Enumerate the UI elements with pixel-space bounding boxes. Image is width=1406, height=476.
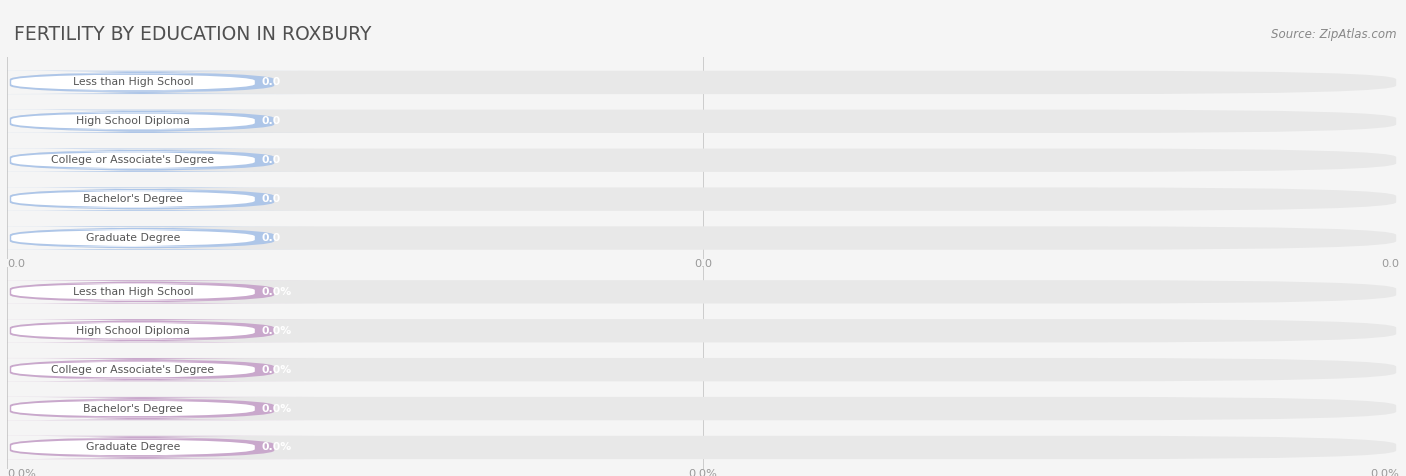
Text: 0.0%: 0.0% bbox=[1369, 469, 1399, 476]
FancyBboxPatch shape bbox=[10, 280, 1396, 304]
Text: 0.0: 0.0 bbox=[262, 233, 281, 243]
FancyBboxPatch shape bbox=[10, 436, 1396, 459]
Text: 0.0%: 0.0% bbox=[262, 326, 292, 336]
FancyBboxPatch shape bbox=[4, 112, 262, 130]
Text: Less than High School: Less than High School bbox=[73, 287, 193, 297]
Text: College or Associate's Degree: College or Associate's Degree bbox=[52, 155, 215, 165]
Text: 0.0%: 0.0% bbox=[262, 365, 292, 375]
FancyBboxPatch shape bbox=[0, 109, 316, 133]
Text: Source: ZipAtlas.com: Source: ZipAtlas.com bbox=[1271, 28, 1396, 41]
Text: Graduate Degree: Graduate Degree bbox=[86, 233, 180, 243]
FancyBboxPatch shape bbox=[10, 397, 1396, 420]
Text: 0.0: 0.0 bbox=[1381, 259, 1399, 269]
Text: Less than High School: Less than High School bbox=[73, 78, 193, 88]
FancyBboxPatch shape bbox=[10, 358, 1396, 381]
FancyBboxPatch shape bbox=[0, 436, 316, 459]
Text: 0.0%: 0.0% bbox=[7, 469, 37, 476]
Text: Graduate Degree: Graduate Degree bbox=[86, 443, 180, 453]
FancyBboxPatch shape bbox=[0, 358, 316, 381]
FancyBboxPatch shape bbox=[10, 319, 1396, 342]
FancyBboxPatch shape bbox=[10, 227, 1396, 250]
Text: 0.0: 0.0 bbox=[262, 78, 281, 88]
FancyBboxPatch shape bbox=[0, 227, 316, 250]
FancyBboxPatch shape bbox=[0, 188, 316, 211]
FancyBboxPatch shape bbox=[4, 439, 262, 456]
FancyBboxPatch shape bbox=[4, 190, 262, 208]
FancyBboxPatch shape bbox=[0, 149, 316, 172]
Text: 0.0: 0.0 bbox=[262, 194, 281, 204]
Text: 0.0: 0.0 bbox=[695, 259, 711, 269]
Text: College or Associate's Degree: College or Associate's Degree bbox=[52, 365, 215, 375]
FancyBboxPatch shape bbox=[10, 188, 1396, 211]
FancyBboxPatch shape bbox=[0, 319, 316, 342]
Text: 0.0: 0.0 bbox=[262, 155, 281, 165]
FancyBboxPatch shape bbox=[4, 229, 262, 247]
Text: 0.0%: 0.0% bbox=[262, 404, 292, 414]
Text: 0.0: 0.0 bbox=[262, 116, 281, 126]
FancyBboxPatch shape bbox=[4, 74, 262, 91]
FancyBboxPatch shape bbox=[4, 400, 262, 417]
Text: 0.0%: 0.0% bbox=[262, 443, 292, 453]
FancyBboxPatch shape bbox=[10, 71, 1396, 94]
FancyBboxPatch shape bbox=[4, 322, 262, 339]
Text: High School Diploma: High School Diploma bbox=[76, 326, 190, 336]
Text: 0.0%: 0.0% bbox=[262, 287, 292, 297]
Text: Bachelor's Degree: Bachelor's Degree bbox=[83, 404, 183, 414]
FancyBboxPatch shape bbox=[0, 397, 316, 420]
Text: 0.0%: 0.0% bbox=[689, 469, 717, 476]
FancyBboxPatch shape bbox=[0, 71, 316, 94]
FancyBboxPatch shape bbox=[4, 283, 262, 301]
FancyBboxPatch shape bbox=[10, 109, 1396, 133]
Text: FERTILITY BY EDUCATION IN ROXBURY: FERTILITY BY EDUCATION IN ROXBURY bbox=[14, 25, 371, 44]
FancyBboxPatch shape bbox=[10, 149, 1396, 172]
Text: High School Diploma: High School Diploma bbox=[76, 116, 190, 126]
FancyBboxPatch shape bbox=[4, 151, 262, 169]
Text: Bachelor's Degree: Bachelor's Degree bbox=[83, 194, 183, 204]
FancyBboxPatch shape bbox=[4, 361, 262, 378]
FancyBboxPatch shape bbox=[0, 280, 316, 304]
Text: 0.0: 0.0 bbox=[7, 259, 25, 269]
